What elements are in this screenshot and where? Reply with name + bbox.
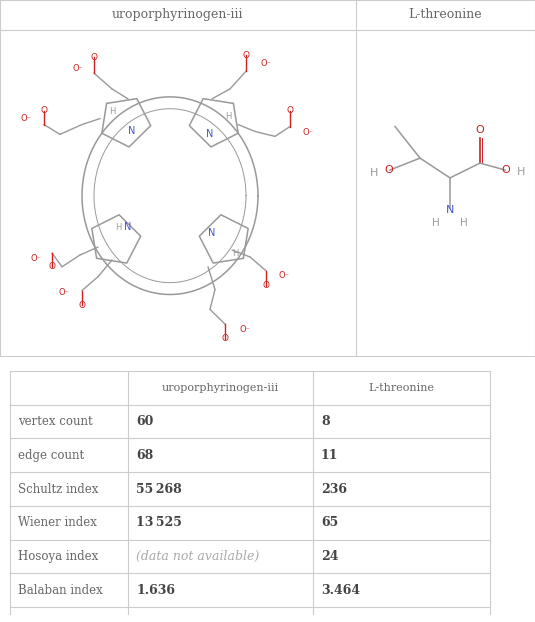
Text: vertex count: vertex count: [18, 415, 93, 428]
Text: O⁻: O⁻: [73, 63, 83, 73]
Text: H: H: [115, 223, 121, 232]
Text: O⁻: O⁻: [261, 58, 271, 68]
Text: O: O: [79, 301, 86, 310]
Text: Schultz index: Schultz index: [18, 483, 98, 496]
Text: O⁻: O⁻: [279, 271, 289, 281]
Text: O: O: [287, 106, 294, 115]
Text: O: O: [242, 51, 249, 60]
Text: O: O: [90, 53, 97, 62]
Text: O⁻: O⁻: [302, 128, 314, 137]
Text: H: H: [460, 218, 468, 228]
Text: Wiener index: Wiener index: [18, 516, 97, 529]
Text: O: O: [41, 106, 48, 115]
Text: 24: 24: [321, 550, 339, 563]
Text: (data not available): (data not available): [136, 550, 259, 563]
Text: 236: 236: [321, 483, 347, 496]
Text: L-threonine: L-threonine: [369, 383, 434, 392]
Text: uroporphyrinogen-iii: uroporphyrinogen-iii: [162, 383, 279, 392]
Text: H: H: [225, 112, 231, 121]
Text: 8: 8: [321, 415, 330, 428]
Text: 11: 11: [321, 448, 339, 462]
Text: N: N: [208, 228, 216, 238]
Text: O⁻: O⁻: [240, 325, 250, 333]
Text: L-threonine: L-threonine: [409, 8, 482, 21]
Text: 3.464: 3.464: [321, 584, 360, 597]
Text: O: O: [476, 126, 484, 136]
Text: O: O: [263, 281, 270, 290]
Text: 65: 65: [321, 516, 338, 529]
Text: O⁻: O⁻: [30, 254, 42, 264]
Text: H: H: [109, 107, 115, 116]
Text: N: N: [128, 126, 136, 136]
Text: N: N: [446, 205, 454, 215]
Text: 60: 60: [136, 415, 154, 428]
Text: 1.636: 1.636: [136, 584, 175, 597]
Text: O⁻: O⁻: [58, 288, 70, 297]
Text: 68: 68: [136, 448, 153, 462]
Text: O: O: [49, 262, 56, 271]
Text: 55 268: 55 268: [136, 483, 182, 496]
Text: N: N: [124, 222, 132, 232]
Text: edge count: edge count: [18, 448, 84, 462]
Text: N: N: [207, 129, 213, 139]
Text: O⁻: O⁻: [20, 114, 32, 123]
Text: Hosoya index: Hosoya index: [18, 550, 98, 563]
Text: O: O: [502, 165, 510, 175]
Text: Balaban index: Balaban index: [18, 584, 103, 597]
Text: uroporphyrinogen-iii: uroporphyrinogen-iii: [112, 8, 243, 21]
Text: O: O: [221, 335, 228, 343]
Text: H: H: [432, 218, 440, 228]
Text: H: H: [517, 167, 525, 177]
Text: H: H: [370, 168, 378, 178]
Text: 13 525: 13 525: [136, 516, 182, 529]
Text: O: O: [385, 165, 393, 175]
Text: H: H: [232, 249, 238, 258]
